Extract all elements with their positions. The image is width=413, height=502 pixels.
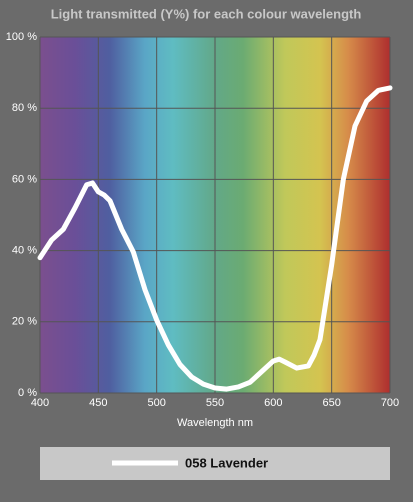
y-tick-label: 100 % [6, 31, 37, 43]
y-tick-label: 20 % [12, 316, 37, 328]
y-tick-label: 80 % [12, 102, 37, 114]
x-tick-label: 650 [322, 397, 340, 409]
chart-title: Light transmitted (Y%) for each colour w… [51, 6, 362, 21]
x-axis-label: Wavelength nm [177, 417, 253, 429]
y-tick-label: 40 % [12, 245, 37, 257]
x-tick-label: 450 [89, 397, 107, 409]
data-line [37, 85, 393, 392]
x-tick-label: 700 [381, 397, 399, 409]
y-tick-label: 0 % [18, 387, 37, 399]
x-tick-label: 400 [31, 397, 49, 409]
legend-label: 058 Lavender [185, 455, 268, 470]
x-tick-label: 600 [264, 397, 282, 409]
y-tick-label: 60 % [12, 173, 37, 185]
legend [40, 447, 390, 480]
x-tick-label: 500 [147, 397, 165, 409]
x-tick-label: 550 [206, 397, 224, 409]
